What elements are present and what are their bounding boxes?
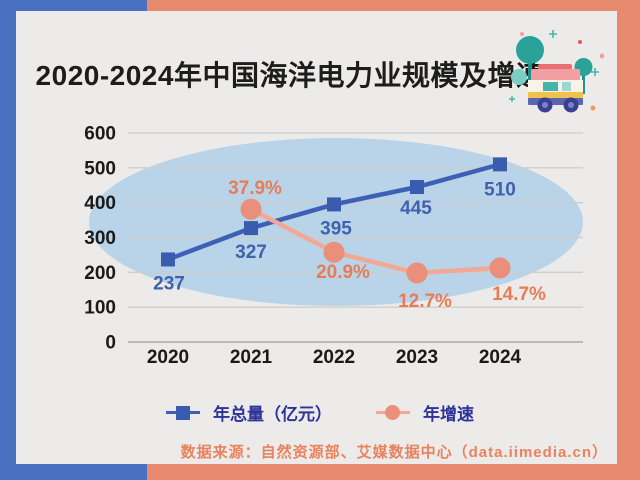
- top-accent-strip-blue: [0, 0, 147, 11]
- sparkle-plus-2: [591, 68, 599, 76]
- tree-trunk-right: [582, 72, 585, 94]
- marker-total-2023: [410, 180, 424, 195]
- x-tick-2024: 2024: [479, 347, 522, 368]
- x-tick-2022: 2022: [313, 347, 355, 368]
- x-tick-2021: 2021: [230, 347, 273, 368]
- x-tick-2023: 2023: [396, 347, 438, 368]
- marker-total-2024: [493, 157, 507, 172]
- legend-item-total: 年总量（亿元）: [166, 400, 332, 425]
- tree-small: [511, 69, 527, 85]
- x-tick-2020: 2020: [147, 347, 189, 368]
- van-roof-top: [538, 64, 572, 70]
- data-source-text: 数据来源：自然资源部、艾媒数据中心（data.iimedia.cn）: [180, 444, 608, 461]
- left-accent-bar: [0, 0, 16, 480]
- sparkle-dot-pink: [599, 53, 605, 59]
- bottom-accent-strip-blue: [0, 464, 147, 480]
- van-window: [543, 82, 558, 91]
- y-tick-100: 100: [84, 298, 116, 319]
- label-growth-2024: 14.7%: [492, 284, 546, 305]
- y-tick-300: 300: [84, 228, 116, 249]
- marker-growth-2021: [240, 198, 262, 220]
- y-tick-200: 200: [84, 263, 116, 284]
- van-roof: [531, 69, 580, 81]
- label-total-2021: 327: [235, 242, 267, 263]
- marker-total-2021: [244, 221, 258, 236]
- right-accent-bar: [616, 0, 640, 480]
- label-growth-2022: 20.9%: [316, 262, 370, 283]
- legend-label-total: 年总量（亿元）: [213, 405, 332, 424]
- y-tick-600: 600: [84, 124, 116, 145]
- top-accent-strip-orange: [147, 0, 640, 11]
- y-tick-500: 500: [84, 158, 116, 179]
- legend-circle-marker-icon: [376, 404, 410, 421]
- tree-big: [516, 36, 544, 64]
- sparkle-dot-red: [578, 40, 582, 44]
- sparkle-dot-orange: [590, 105, 596, 111]
- sparkle-plus-3: [509, 96, 515, 102]
- chart-title: 2020-2024年中国海洋电力业规模及增速: [35, 60, 545, 91]
- y-tick-400: 400: [84, 193, 116, 214]
- label-total-2020: 237: [153, 273, 185, 294]
- camper-van-with-trees-icon: [509, 30, 605, 113]
- chart-legend: 年总量（亿元） 年增速: [0, 400, 640, 425]
- marker-total-2022: [327, 197, 341, 212]
- bottom-accent-strip-orange: [147, 464, 640, 480]
- label-total-2022: 395: [320, 218, 352, 239]
- legend-square-marker-icon: [166, 404, 200, 421]
- label-total-2023: 445: [400, 198, 432, 219]
- chart-background-ellipse: [89, 138, 583, 306]
- sparkle-plus-1: [549, 30, 557, 38]
- sparkle-dot-pink-2: [520, 32, 524, 36]
- growth-series-line: [249, 207, 501, 276]
- label-growth-2023: 12.7%: [398, 291, 452, 312]
- van-stripe-yellow: [528, 92, 583, 98]
- legend-label-growth: 年增速: [423, 405, 474, 424]
- wheel-right-hub: [568, 102, 574, 108]
- y-tick-0: 0: [105, 333, 116, 354]
- tree-trunk: [528, 58, 532, 96]
- marker-growth-2024: [489, 257, 511, 279]
- label-growth-2021: 37.9%: [228, 178, 282, 199]
- marker-total-2020: [161, 252, 175, 267]
- van-window-2: [562, 82, 571, 91]
- legend-item-growth: 年增速: [376, 400, 474, 425]
- label-total-2024: 510: [484, 179, 516, 200]
- marker-growth-2023: [406, 262, 428, 284]
- wheel-left-hub: [542, 102, 548, 108]
- marker-growth-2022: [323, 241, 345, 263]
